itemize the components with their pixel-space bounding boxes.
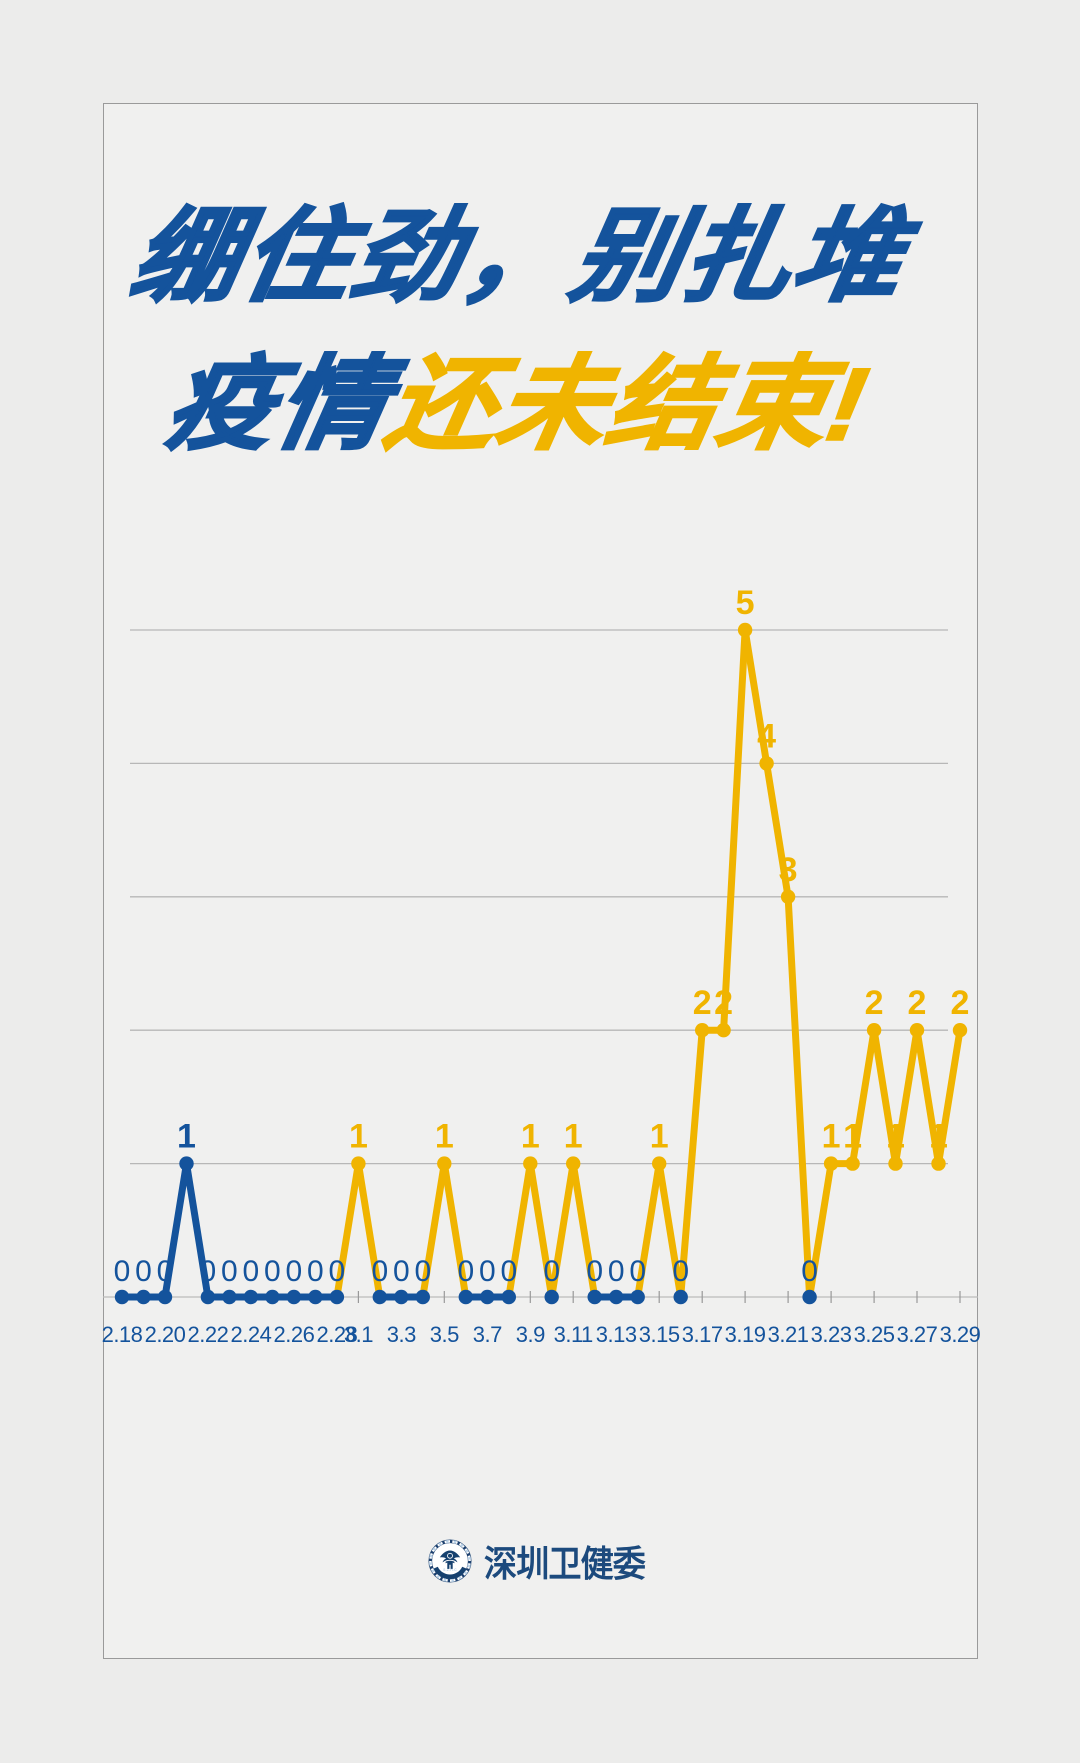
svg-text:3.3: 3.3 (387, 1322, 416, 1347)
svg-text:1: 1 (929, 1118, 948, 1156)
svg-text:1: 1 (521, 1118, 540, 1156)
svg-text:3.23: 3.23 (811, 1322, 852, 1347)
svg-text:1: 1 (843, 1118, 862, 1156)
svg-text:3.5: 3.5 (430, 1322, 459, 1347)
svg-text:0: 0 (157, 1255, 174, 1288)
svg-text:0: 0 (264, 1255, 281, 1288)
svg-text:3.27: 3.27 (897, 1322, 938, 1347)
svg-text:0: 0 (114, 1255, 131, 1288)
svg-text:0: 0 (414, 1255, 431, 1288)
svg-text:3.29: 3.29 (940, 1322, 981, 1347)
svg-text:0: 0 (457, 1255, 474, 1288)
svg-text:0: 0 (543, 1255, 560, 1288)
svg-text:0: 0 (286, 1255, 303, 1288)
svg-text:1: 1 (886, 1118, 905, 1156)
svg-text:3.21: 3.21 (768, 1322, 809, 1347)
svg-text:3.7: 3.7 (473, 1322, 502, 1347)
svg-text:3.9: 3.9 (516, 1322, 545, 1347)
svg-text:2: 2 (951, 984, 970, 1022)
svg-text:3: 3 (779, 851, 798, 889)
svg-text:3.13: 3.13 (596, 1322, 637, 1347)
svg-text:2.24: 2.24 (230, 1322, 271, 1347)
svg-text:5: 5 (736, 584, 755, 622)
svg-text:1: 1 (435, 1118, 454, 1156)
svg-text:0: 0 (135, 1255, 152, 1288)
svg-text:2.18: 2.18 (102, 1322, 143, 1347)
svg-text:0: 0 (500, 1255, 517, 1288)
svg-text:1: 1 (177, 1118, 196, 1156)
svg-text:2: 2 (714, 984, 733, 1022)
svg-text:3.19: 3.19 (725, 1322, 766, 1347)
svg-text:0: 0 (608, 1255, 625, 1288)
svg-text:0: 0 (672, 1255, 689, 1288)
svg-text:0: 0 (243, 1255, 260, 1288)
svg-text:0: 0 (307, 1255, 324, 1288)
svg-text:0: 0 (329, 1255, 346, 1288)
svg-text:2.22: 2.22 (187, 1322, 228, 1347)
svg-text:0: 0 (200, 1255, 217, 1288)
svg-text:3.17: 3.17 (682, 1322, 723, 1347)
svg-text:0: 0 (221, 1255, 238, 1288)
svg-text:0: 0 (393, 1255, 410, 1288)
svg-text:2.26: 2.26 (273, 1322, 314, 1347)
svg-text:1: 1 (564, 1118, 583, 1156)
svg-text:3.1: 3.1 (344, 1322, 373, 1347)
svg-text:2: 2 (865, 984, 884, 1022)
svg-text:0: 0 (479, 1255, 496, 1288)
svg-text:2: 2 (693, 984, 712, 1022)
svg-text:0: 0 (371, 1255, 388, 1288)
svg-text:4: 4 (757, 717, 776, 755)
svg-text:1: 1 (822, 1118, 841, 1156)
svg-text:1: 1 (349, 1118, 368, 1156)
svg-text:0: 0 (629, 1255, 646, 1288)
svg-text:0: 0 (801, 1255, 818, 1288)
svg-text:2.20: 2.20 (145, 1322, 186, 1347)
svg-text:3.15: 3.15 (639, 1322, 680, 1347)
svg-text:3.11: 3.11 (554, 1322, 593, 1347)
svg-text:1: 1 (650, 1118, 669, 1156)
svg-text:2: 2 (908, 984, 927, 1022)
svg-text:3.25: 3.25 (854, 1322, 895, 1347)
svg-text:0: 0 (586, 1255, 603, 1288)
